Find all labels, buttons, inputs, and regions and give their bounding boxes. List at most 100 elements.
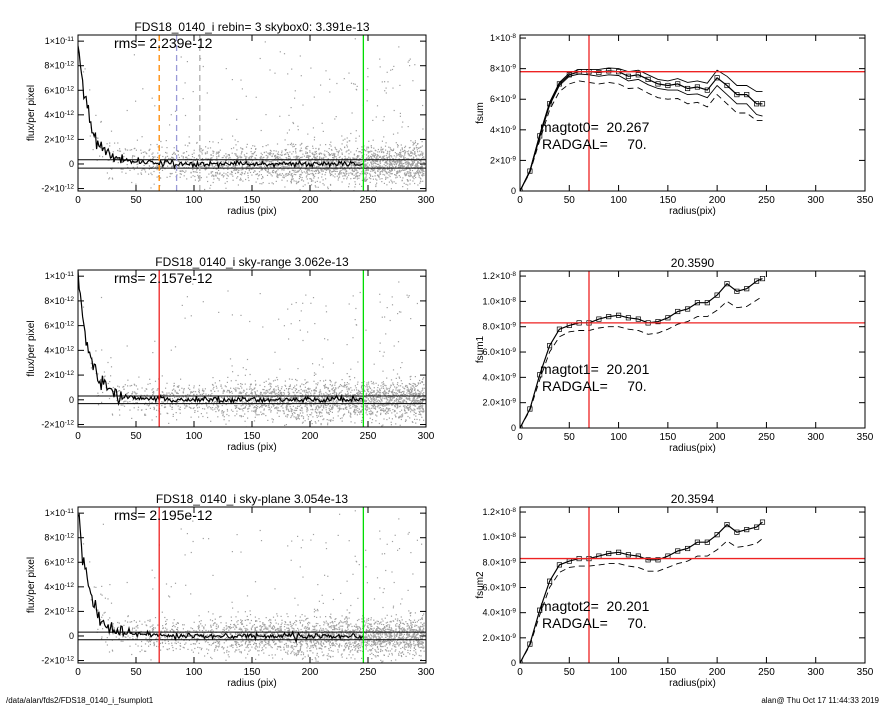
scatter-point	[236, 158, 238, 160]
scatter-point	[364, 160, 366, 163]
scatter-point	[382, 381, 384, 383]
scatter-point	[393, 65, 395, 67]
scatter-point	[372, 381, 374, 383]
scatter-point	[236, 149, 238, 151]
scatter-point	[234, 139, 236, 141]
scatter-point	[301, 402, 303, 404]
scatter-point	[328, 411, 330, 414]
scatter-point	[339, 407, 341, 409]
scatter-point	[342, 415, 344, 417]
scatter-point	[350, 391, 352, 393]
scatter-point	[305, 156, 307, 158]
scatter-point	[247, 165, 249, 168]
scatter-point	[181, 170, 184, 172]
scatter-point	[403, 407, 406, 409]
scatter-point	[411, 170, 414, 172]
scatter-point	[367, 390, 369, 392]
scatter-point	[277, 153, 279, 155]
scatter-point	[324, 150, 326, 152]
scatter-point	[318, 402, 320, 404]
scatter-point	[406, 171, 408, 173]
scatter-point	[318, 149, 320, 151]
scatter-point	[201, 158, 204, 160]
scatter-point	[266, 157, 268, 159]
scatter-point	[215, 411, 217, 413]
scatter-point	[307, 182, 309, 184]
scatter-point	[257, 175, 260, 177]
scatter-point	[360, 396, 362, 398]
scatter-point	[404, 388, 406, 390]
scatter-point	[297, 368, 299, 370]
scatter-point	[185, 156, 187, 158]
scatter-point	[218, 169, 220, 171]
scatter-point	[307, 154, 309, 157]
scatter-point	[132, 155, 134, 157]
scatter-point	[186, 178, 188, 180]
scatter-point	[410, 409, 412, 411]
scatter-point	[131, 157, 133, 159]
scatter-point	[350, 151, 352, 153]
scatter-point	[378, 175, 380, 177]
scatter-point	[271, 391, 273, 393]
scatter-point	[421, 166, 423, 168]
scatter-point	[171, 166, 173, 168]
scatter-point	[387, 412, 389, 414]
scatter-point	[277, 175, 279, 177]
scatter-point	[383, 397, 385, 399]
scatter-point	[311, 390, 313, 392]
scatter-point	[216, 401, 218, 403]
scatter-point	[84, 68, 86, 70]
scatter-point	[365, 158, 367, 160]
scatter-point	[253, 400, 255, 402]
scatter-point	[361, 390, 363, 392]
scatter-point	[217, 390, 219, 392]
scatter-point	[307, 160, 309, 162]
scatter-point	[316, 160, 318, 162]
scatter-point	[200, 177, 202, 179]
scatter-point	[133, 54, 135, 56]
scatter-point	[355, 163, 358, 165]
scatter-point	[296, 171, 298, 173]
scatter-point	[336, 149, 338, 151]
scatter-point	[227, 175, 229, 177]
scatter-point	[265, 161, 267, 163]
scatter-point	[156, 165, 158, 167]
scatter-point	[122, 404, 124, 406]
scatter-point	[308, 159, 311, 162]
scatter-point	[210, 390, 212, 392]
scatter-point	[308, 387, 310, 389]
scatter-point	[405, 163, 407, 166]
scatter-point	[265, 114, 267, 116]
scatter-point	[406, 161, 408, 163]
scatter-point	[226, 395, 228, 398]
scatter-point	[364, 399, 366, 401]
scatter-point	[388, 168, 390, 170]
scatter-point	[197, 166, 199, 169]
scatter-point	[385, 333, 387, 335]
scatter-point	[261, 405, 264, 407]
scatter-point	[276, 156, 278, 158]
scatter-point	[231, 174, 233, 176]
scatter-point	[398, 390, 400, 392]
scatter-point	[174, 391, 176, 393]
scatter-point	[400, 144, 402, 146]
scatter-point	[152, 392, 155, 394]
scatter-point	[286, 166, 288, 168]
scatter-point	[420, 410, 422, 412]
scatter-point	[211, 401, 213, 403]
scatter-point	[271, 165, 273, 167]
scatter-point	[379, 390, 381, 392]
scatter-point	[165, 387, 167, 389]
scatter-point	[318, 163, 321, 165]
scatter-point	[157, 175, 160, 177]
scatter-point	[331, 406, 333, 408]
scatter-point	[402, 394, 404, 396]
scatter-point	[391, 180, 393, 183]
scatter-point	[246, 156, 248, 158]
scatter-point	[339, 171, 341, 173]
scatter-point	[366, 100, 368, 102]
scatter-point	[421, 171, 423, 173]
scatter-point	[335, 116, 337, 118]
scatter-point	[343, 408, 345, 410]
scatter-point	[388, 163, 391, 166]
